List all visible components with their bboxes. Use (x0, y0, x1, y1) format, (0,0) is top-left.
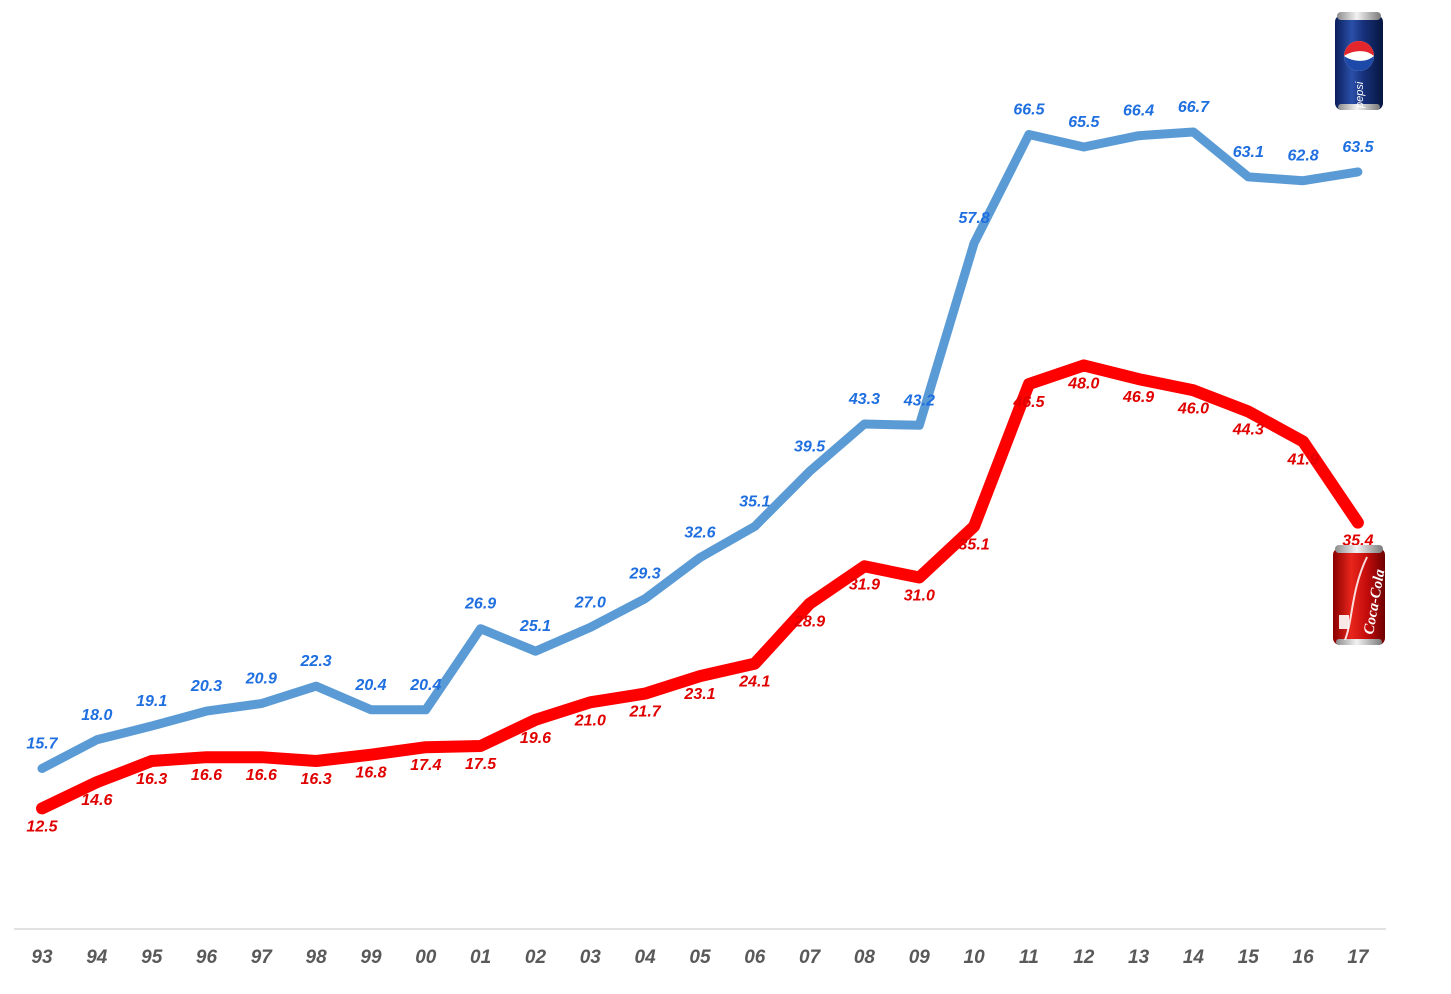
x-tick-label: 09 (909, 947, 931, 968)
x-tick-label: 95 (141, 947, 163, 968)
x-tick-label: 13 (1128, 947, 1150, 968)
data-label: 27.0 (574, 594, 606, 611)
data-label: 21.7 (629, 704, 662, 721)
data-label: 25.1 (519, 618, 551, 635)
data-label: 23.1 (683, 686, 715, 703)
data-label: 16.3 (136, 771, 167, 788)
data-label: 35.1 (959, 536, 990, 553)
data-label: 46.9 (1122, 389, 1154, 406)
series-line-pepsi-can (37, 127, 1363, 773)
data-label: 15.7 (26, 736, 58, 753)
x-tick-label: 14 (1183, 947, 1205, 968)
x-tick-label: 11 (1019, 947, 1039, 968)
x-tick-label: 05 (689, 947, 711, 968)
data-label: 39.5 (794, 438, 826, 455)
data-label: 44.3 (1232, 422, 1264, 439)
x-tick-label: 16 (1293, 947, 1315, 968)
data-label: 20.4 (409, 677, 441, 694)
data-label: 66.5 (1013, 102, 1045, 119)
data-label: 31.9 (849, 576, 880, 593)
data-label: 43.2 (903, 392, 935, 409)
x-tick-label: 01 (470, 947, 491, 968)
x-tick-label: 12 (1073, 947, 1095, 968)
data-label: 18.0 (81, 707, 112, 724)
data-label: 62.8 (1288, 148, 1319, 165)
x-tick-label: 94 (86, 947, 108, 968)
data-label: 19.6 (520, 730, 551, 747)
x-tick-label: 97 (251, 947, 274, 968)
x-tick-label: 03 (580, 947, 602, 968)
data-label: 22.3 (300, 653, 332, 670)
data-label: 29.3 (629, 566, 661, 583)
x-tick-label: 10 (964, 947, 986, 968)
data-labels: 15.7 18.0 19.1 20.3 20.9 22.3 20.4 20.4 26.9 25.1… (26, 99, 1374, 835)
data-label: 12.5 (26, 818, 58, 835)
data-label: 46.5 (1012, 394, 1045, 411)
x-tick-label: 99 (360, 947, 382, 968)
x-tick-label: 00 (415, 947, 437, 968)
x-tick-label: 98 (306, 947, 328, 968)
data-label: 65.5 (1068, 114, 1100, 131)
data-label: 31.0 (904, 588, 935, 605)
x-tick-label: 08 (854, 947, 876, 968)
x-tick-label: 96 (196, 947, 218, 968)
data-label: 32.6 (684, 525, 715, 542)
x-tick-label: 93 (31, 947, 53, 968)
data-label: 16.6 (246, 767, 277, 784)
data-label: 20.9 (245, 671, 277, 688)
data-label: 57.8 (959, 210, 990, 227)
data-label: 66.7 (1178, 99, 1210, 116)
data-label: 28.9 (793, 614, 825, 631)
data-label: 24.1 (738, 674, 770, 691)
x-tick-label: 07 (799, 947, 822, 968)
data-label: 19.1 (136, 693, 167, 710)
data-label: 21.0 (574, 712, 606, 729)
data-label: 48.0 (1067, 375, 1099, 392)
x-tick-labels: 93 94 95 96 97 98 99 00 01 02 03 04 05 06 07 08 09 10 11 12… (31, 947, 1369, 968)
x-tick-label: 17 (1347, 947, 1370, 968)
data-label: 17.5 (465, 756, 497, 773)
data-label: 16.8 (355, 765, 386, 782)
svg-text:pepsi: pepsi (1354, 81, 1366, 109)
pepsi-can-icon: pepsi (1335, 12, 1383, 110)
data-label: 26.9 (464, 596, 496, 613)
data-label: 14.6 (81, 792, 112, 809)
coca-cola-can-icon: Coca-Cola (1333, 545, 1388, 645)
data-label: 20.3 (190, 678, 222, 695)
data-label: 63.1 (1233, 144, 1264, 161)
data-label: 35.1 (739, 493, 770, 510)
series-lines (36, 127, 1364, 815)
x-tick-label: 06 (744, 947, 766, 968)
data-label: 66.4 (1123, 103, 1154, 120)
series-line-coca-cola-can (36, 359, 1364, 815)
data-label: 63.5 (1342, 139, 1374, 156)
data-label: 20.4 (354, 677, 386, 694)
data-label: 17.4 (410, 757, 441, 774)
x-tick-label: 04 (635, 947, 657, 968)
data-label: 46.0 (1177, 400, 1209, 417)
x-tick-label: 02 (525, 947, 547, 968)
data-label: 16.6 (191, 767, 222, 784)
data-label: 16.3 (301, 771, 332, 788)
data-label: 43.3 (848, 391, 880, 408)
x-tick-label: 15 (1238, 947, 1260, 968)
data-label: 41.9 (1287, 452, 1319, 469)
